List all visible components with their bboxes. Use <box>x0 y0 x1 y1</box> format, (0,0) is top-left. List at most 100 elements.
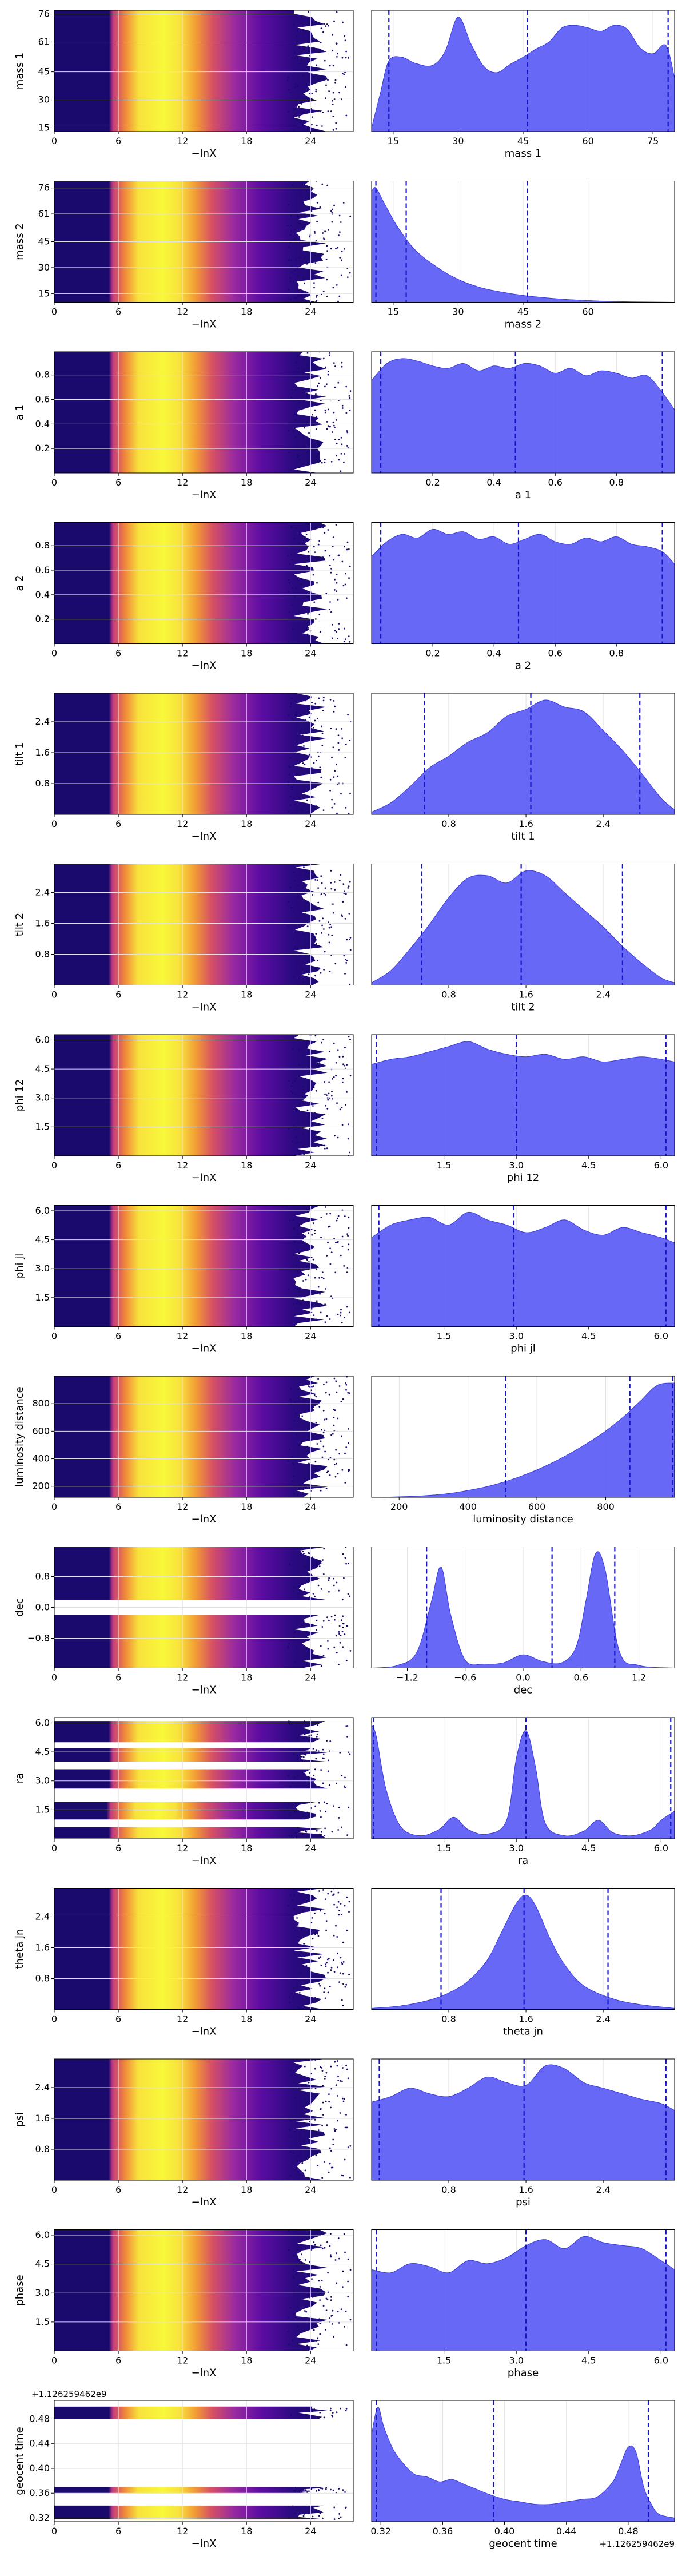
posterior-xtick-label: 800 <box>597 1501 615 1512</box>
trace-edge-dot <box>288 1642 290 1644</box>
posterior-xtick-label: 1.6 <box>519 818 533 829</box>
trace-edge-dot <box>333 559 335 561</box>
trace-edge-dot <box>313 1998 315 2001</box>
trace-edge-dot <box>324 2076 326 2078</box>
trace-edge-dot <box>299 1985 301 1987</box>
trace-ylabel: phi jl <box>14 1254 26 1279</box>
trace-edge-dot <box>302 277 305 279</box>
trace-ytick-label: 0.4 <box>35 418 50 429</box>
trace-ylabel: tilt 1 <box>14 742 26 765</box>
trace-edge-dot <box>345 1389 347 1391</box>
trace-edge-dot <box>341 2286 344 2288</box>
trace-edge-dot <box>289 1448 291 1450</box>
trace-edge-dot <box>339 1641 341 1644</box>
trace-edge-dot <box>341 1107 343 1109</box>
trace-edge-dot <box>288 288 290 291</box>
trace-edge-dot <box>305 1754 307 1756</box>
trace-xtick-label: 24 <box>305 1843 316 1854</box>
trace-edge-dot <box>341 1469 344 1471</box>
trace-edge-dot <box>308 60 310 62</box>
trace-edge-dot <box>292 2152 294 2154</box>
trace-edge-dot <box>308 1988 310 1990</box>
trace-xtick-label: 6 <box>115 136 121 146</box>
trace-edge-dot <box>338 439 340 440</box>
trace-edge-dot <box>294 1953 297 1955</box>
trace-edge-dot <box>338 749 340 751</box>
trace-edge-dot <box>340 2516 342 2518</box>
trace-edge-dot <box>338 2488 340 2490</box>
trace-edge-dot <box>313 1314 315 1317</box>
trace-edge-dot <box>333 1934 335 1937</box>
trace-edge-dot <box>289 2151 292 2153</box>
posterior-xtick-label: 1.5 <box>437 1331 451 1342</box>
trace-ytick-label: 1.5 <box>35 1121 50 1132</box>
trace-edge-dot <box>320 1440 322 1442</box>
trace-edge-dot <box>341 2097 344 2100</box>
trace-edge-dot <box>332 2315 333 2316</box>
posterior-xtick-label: 0.0 <box>516 1672 530 1683</box>
trace-edge-dot <box>287 77 289 78</box>
trace-edge-dot <box>292 1082 293 1084</box>
trace-xtick-label: 12 <box>177 2014 188 2025</box>
trace-edge-dot <box>336 56 338 58</box>
trace-edge-dot <box>288 1289 290 1290</box>
trace-ytick-label: 76 <box>38 9 50 19</box>
trace-edge-dot <box>326 23 328 25</box>
trace-edge-dot <box>337 775 339 777</box>
trace-edge-dot <box>302 887 304 888</box>
trace-edge-dot <box>322 1655 325 1657</box>
trace-edge-dot <box>287 781 289 783</box>
trace-edge-dot <box>293 1636 295 1639</box>
trace-edge-dot <box>337 2237 340 2239</box>
trace-edge-dot <box>306 352 309 354</box>
trace-edge-dot <box>320 42 322 44</box>
trace-edge-dot <box>330 611 332 613</box>
trace-edge-dot <box>310 1083 313 1085</box>
trace-edge-dot <box>302 1238 304 1240</box>
trace-edge-dot <box>323 23 325 25</box>
trace-edge-dot <box>308 1552 309 1554</box>
trace-edge-dot <box>340 1400 342 1402</box>
trace-ytick-label: 0.6 <box>35 394 50 405</box>
posterior-panel-ra: 1.5 3.0 4.5 6.0ra <box>371 1717 675 1867</box>
posterior-density-area <box>372 187 675 303</box>
trace-edge-dot <box>314 262 317 264</box>
trace-edge-dot <box>306 2491 308 2493</box>
trace-edge-dot <box>293 1908 296 1910</box>
trace-edge-dot <box>321 183 324 185</box>
trace-edge-dot <box>294 1811 296 1813</box>
trace-edge-dot <box>292 184 293 186</box>
trace-edge-dot <box>297 1234 299 1236</box>
trace-edge-dot <box>323 1757 325 1759</box>
trace-edge-dot <box>321 1041 322 1044</box>
trace-edge-dot <box>294 575 296 577</box>
trace-edge-dot <box>318 1890 320 1892</box>
trace-edge-dot <box>317 2343 320 2345</box>
trace-edge-dot <box>332 287 334 289</box>
trace-edge-dot <box>327 229 329 231</box>
trace-edge-dot <box>345 1382 346 1384</box>
trace-edge-dot <box>335 1925 337 1927</box>
trace-edge-dot <box>317 2337 319 2339</box>
trace-edge-dot <box>300 466 302 467</box>
trace-edge-dot <box>348 1392 350 1394</box>
trace-edge-dot <box>329 354 330 356</box>
trace-edge-dot <box>314 975 316 977</box>
trace-edge-dot <box>294 436 297 438</box>
trace-edge-dot <box>346 430 348 432</box>
trace-edge-dot <box>292 1996 294 1998</box>
trace-edge-dot <box>312 1385 314 1388</box>
trace-edge-dot <box>324 1898 326 1901</box>
trace-edge-dot <box>330 2166 333 2169</box>
trace-edge-dot <box>323 76 325 78</box>
trace-edge-dot <box>314 2068 316 2070</box>
posterior-xlabel: theta jn <box>503 2026 543 2038</box>
trace-edge-dot <box>305 1565 307 1568</box>
trace-edge-dot <box>344 1785 345 1787</box>
trace-edge-dot <box>347 1593 349 1595</box>
trace-edge-dot <box>306 1811 308 1814</box>
trace-xtick-label: 24 <box>305 2526 316 2537</box>
trace-edge-dot <box>346 1735 348 1738</box>
trace-edge-dot <box>295 587 297 589</box>
trace-edge-dot <box>326 421 328 423</box>
